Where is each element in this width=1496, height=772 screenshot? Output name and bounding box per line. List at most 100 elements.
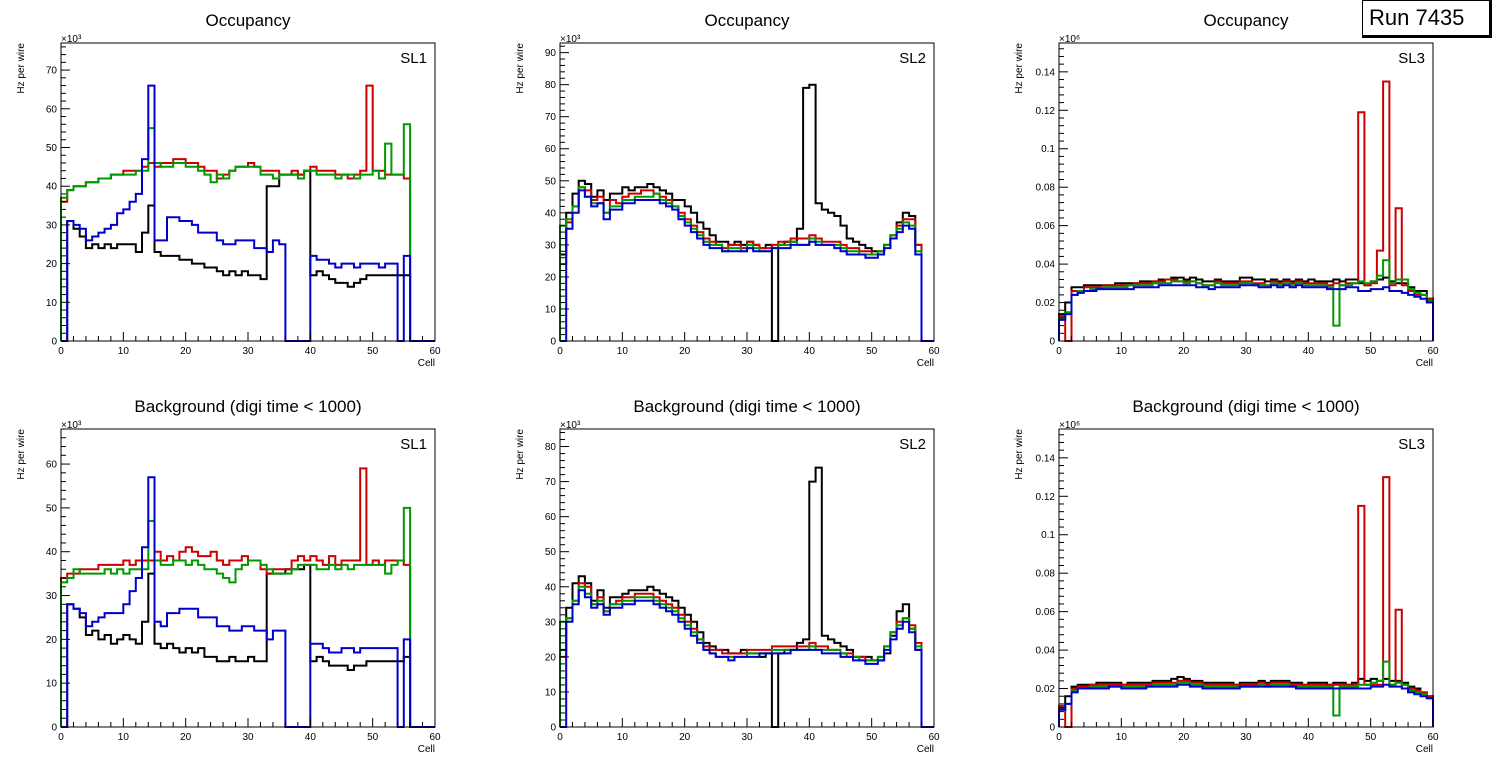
series-layer3 (60, 506, 435, 728)
y-tick-label: 20 (545, 272, 557, 283)
y-tick-label: 0 (550, 723, 556, 734)
y-tick-label: 80 (545, 442, 557, 453)
y-tick-label: 0 (1049, 337, 1055, 348)
superlayer-label: SL3 (1398, 50, 1425, 67)
y-tick-label: 10 (46, 679, 58, 690)
chart-title: Background (digi time < 1000) (1132, 397, 1359, 416)
plot-frame (559, 42, 935, 342)
y-axis-label: Hz per wire (16, 43, 27, 94)
series-layer4 (1058, 284, 1434, 341)
y-tick-label: 60 (545, 144, 557, 155)
y-tick-label: 0.12 (1036, 492, 1056, 503)
y-tick-label: 0.08 (1036, 569, 1056, 580)
y-tick-label: 50 (545, 176, 557, 187)
panel-3: Occupancy Hz per wire Cell ×10⁶ 0 10 20 30 40 50 6… (1014, 11, 1439, 369)
x-tick-label: 50 (866, 732, 878, 743)
x-tick-label: 20 (1178, 732, 1190, 743)
chart-title: Occupancy (704, 11, 790, 30)
y-axis-label: Hz per wire (16, 429, 27, 480)
y-tick-label: 80 (545, 80, 557, 91)
axis-exponent: ×10⁶ (1059, 34, 1080, 45)
x-tick-label: 0 (1056, 346, 1062, 357)
y-tick-label: 40 (46, 547, 58, 558)
y-tick-label: 30 (545, 240, 557, 251)
x-tick-label: 10 (1116, 732, 1128, 743)
axis-exponent: ×10³ (560, 34, 581, 45)
x-tick-label: 10 (118, 346, 130, 357)
x-tick-label: 40 (804, 346, 816, 357)
x-tick-label: 20 (1178, 346, 1190, 357)
x-tick-label: 40 (1303, 346, 1315, 357)
superlayer-label: SL1 (400, 436, 427, 453)
series-layer1 (61, 563, 435, 728)
x-tick-label: 30 (1240, 346, 1252, 357)
superlayer-label: SL1 (400, 50, 427, 67)
series-layer4 (1058, 683, 1434, 727)
x-axis-label: Cell (917, 744, 934, 755)
y-tick-label: 0.06 (1036, 221, 1056, 232)
y-tick-label: 60 (46, 104, 58, 115)
x-tick-label: 50 (1365, 732, 1377, 743)
series-layer2 (60, 467, 435, 728)
y-tick-label: 70 (46, 66, 58, 77)
y-tick-label: 10 (545, 304, 557, 315)
y-tick-label: 0.04 (1036, 260, 1056, 271)
x-axis-label: Cell (1416, 744, 1433, 755)
x-tick-label: 50 (367, 346, 379, 357)
axis-exponent: ×10³ (560, 420, 581, 431)
x-tick-label: 0 (1056, 732, 1062, 743)
axis-exponent: ×10³ (61, 34, 82, 45)
run-label: Run 7435 (1369, 5, 1465, 30)
y-tick-label: 0.14 (1036, 67, 1056, 78)
superlayer-label: SL2 (899, 50, 926, 67)
x-tick-label: 0 (58, 732, 64, 743)
panel-4: Background (digi time < 1000) Hz per wire… (16, 397, 441, 755)
x-tick-label: 60 (928, 346, 940, 357)
y-tick-label: 50 (46, 503, 58, 514)
x-tick-label: 30 (741, 732, 753, 743)
y-tick-label: 30 (46, 591, 58, 602)
series-layer3 (1058, 259, 1434, 341)
y-tick-label: 0 (550, 337, 556, 348)
chart-title: Background (digi time < 1000) (134, 397, 361, 416)
x-tick-label: 60 (429, 732, 441, 743)
y-tick-label: 40 (545, 582, 557, 593)
y-tick-label: 60 (46, 460, 58, 471)
y-tick-label: 20 (46, 259, 58, 270)
x-tick-label: 50 (866, 346, 878, 357)
x-tick-label: 10 (118, 732, 130, 743)
y-tick-label: 70 (545, 112, 557, 123)
y-tick-label: 60 (545, 512, 557, 523)
x-tick-label: 60 (1427, 346, 1439, 357)
series-layer2 (559, 186, 934, 342)
superlayer-label: SL3 (1398, 436, 1425, 453)
superlayer-label: SL2 (899, 436, 926, 453)
panel-5: Background (digi time < 1000) Hz per wire… (515, 397, 940, 755)
x-tick-label: 60 (928, 732, 940, 743)
x-tick-label: 50 (367, 732, 379, 743)
y-tick-label: 50 (545, 547, 557, 558)
y-tick-label: 0.02 (1036, 684, 1056, 695)
y-tick-label: 0.1 (1041, 530, 1055, 541)
x-tick-label: 40 (804, 732, 816, 743)
y-tick-label: 30 (545, 617, 557, 628)
x-tick-label: 30 (242, 732, 254, 743)
series-layer4 (560, 589, 934, 728)
y-tick-label: 10 (545, 687, 557, 698)
x-tick-label: 50 (1365, 346, 1377, 357)
y-tick-label: 0 (1049, 723, 1055, 734)
panel-1: Occupancy Hz per wire Cell ×10³ 0 10 20 30 40 50 6… (16, 11, 441, 369)
x-tick-label: 40 (305, 732, 317, 743)
y-tick-label: 90 (545, 48, 557, 59)
x-tick-label: 10 (617, 346, 629, 357)
x-tick-label: 20 (679, 346, 691, 357)
x-tick-label: 20 (679, 732, 691, 743)
y-tick-label: 0.06 (1036, 607, 1056, 618)
y-tick-label: 10 (46, 298, 58, 309)
plot-frame (559, 428, 935, 728)
x-tick-label: 20 (180, 346, 192, 357)
x-axis-label: Cell (418, 358, 435, 369)
x-tick-label: 0 (557, 346, 563, 357)
x-tick-label: 10 (1116, 346, 1128, 357)
plot-frame (60, 42, 436, 342)
